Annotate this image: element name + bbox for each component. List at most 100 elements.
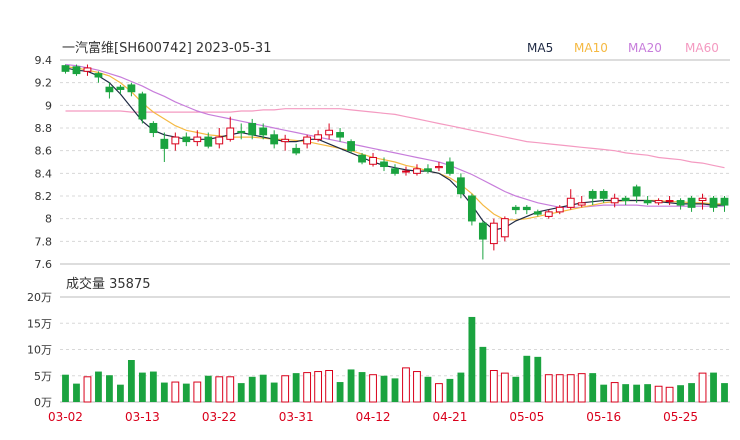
candle: [270, 130, 279, 149]
candle: [347, 139, 355, 153]
volume-bar: [369, 374, 377, 403]
candle-body: [226, 127, 235, 140]
candle: [281, 134, 290, 151]
candle-body: [248, 122, 257, 136]
candle-body: [105, 86, 114, 93]
price-axis: 9.4 9.2 9 8.8 8.6 8.4 8.2 8 7.8 7.6: [35, 54, 53, 271]
volume-bar: [500, 372, 509, 403]
volume-bar: [589, 373, 597, 402]
candle-body: [698, 197, 707, 202]
candle: [116, 84, 125, 94]
candle-body: [391, 168, 399, 174]
candle: [467, 193, 476, 226]
price-tick-label: 8.2: [35, 190, 53, 203]
volume-bar: [610, 382, 619, 403]
candle-body: [610, 197, 619, 204]
legend-ma60: MA60: [685, 41, 719, 55]
candle: [149, 121, 158, 138]
volume-bar: [303, 372, 312, 403]
candle-body: [511, 206, 520, 211]
x-tick-label: 04-21: [432, 410, 467, 424]
candle: [259, 123, 268, 140]
volume-bar: [677, 385, 684, 402]
candle-body: [336, 132, 344, 138]
volume-bar: [182, 383, 190, 402]
candle-body: [446, 161, 454, 174]
volume-bar: [95, 371, 102, 402]
volume-bar: [424, 376, 432, 402]
candle: [555, 205, 564, 215]
x-tick-label: 03-13: [125, 410, 160, 424]
candle: [566, 189, 575, 210]
price-tick-label: 9.4: [35, 54, 53, 67]
legend-ma20: MA20: [628, 41, 662, 55]
volume-bar: [160, 382, 168, 402]
candle-body: [160, 138, 169, 149]
volume-bar: [622, 384, 630, 402]
candle-body: [270, 134, 279, 145]
candle-body: [292, 147, 301, 154]
volume-bar: [226, 376, 235, 403]
candle-body: [676, 200, 685, 206]
candle-body: [127, 84, 136, 93]
volume-bar: [380, 375, 388, 402]
candle-body: [402, 170, 410, 173]
candle-body: [478, 222, 487, 240]
candle-body: [413, 168, 421, 174]
volume-bar: [358, 372, 366, 402]
candle: [687, 196, 696, 212]
legend-ma10: MA10: [574, 41, 608, 55]
volume-bar: [665, 386, 674, 403]
candle: [358, 152, 366, 165]
candle: [665, 196, 674, 206]
price-tick-label: 9: [45, 99, 52, 112]
volume-bar: [654, 385, 663, 403]
candle-body: [171, 136, 180, 145]
candle-body: [522, 206, 531, 211]
volume-bar: [698, 372, 707, 403]
candle-body: [621, 197, 630, 202]
candle: [215, 128, 224, 149]
candle: [105, 82, 114, 99]
volume-bar: [117, 384, 124, 402]
volume-bar: [292, 373, 300, 402]
candle: [160, 132, 169, 162]
candle-body: [544, 211, 553, 217]
x-tick-label: 05-05: [509, 410, 544, 424]
volume-bar: [149, 371, 157, 402]
candle-body: [193, 136, 202, 143]
candle: [380, 157, 388, 172]
candle-body: [500, 218, 509, 238]
price-tick-label: 8: [45, 213, 52, 226]
price-tick-label: 7.6: [35, 258, 53, 271]
candle-body: [149, 122, 158, 134]
volume-bar: [391, 378, 399, 402]
volume-bar: [325, 370, 334, 403]
candle-body: [665, 200, 674, 203]
volume-bar: [512, 376, 520, 402]
candle: [171, 132, 180, 151]
volume-tick-label: 10万: [27, 344, 52, 357]
volume-bar: [435, 383, 443, 403]
candle-body: [720, 197, 729, 206]
candle-body: [215, 136, 224, 145]
candle-body: [61, 65, 70, 72]
candle-body: [632, 186, 641, 197]
candle-body: [347, 141, 355, 152]
volume-bar: [138, 372, 146, 402]
candle: [654, 198, 663, 206]
volume-bar: [523, 355, 531, 402]
candle: [610, 193, 619, 208]
candle: [193, 130, 202, 147]
candle-body: [259, 127, 268, 136]
price-tick-label: 8.4: [35, 167, 53, 180]
legend-ma5: MA5: [527, 41, 553, 55]
candle: [698, 193, 707, 210]
volume-label: 成交量 35875: [66, 276, 151, 292]
candle: [500, 216, 509, 242]
volume-bar: [489, 370, 498, 403]
volume-bar: [544, 374, 553, 403]
x-tick-label: 05-16: [586, 410, 621, 424]
candle-body: [138, 93, 147, 120]
price-tick-label: 9.2: [35, 77, 53, 90]
